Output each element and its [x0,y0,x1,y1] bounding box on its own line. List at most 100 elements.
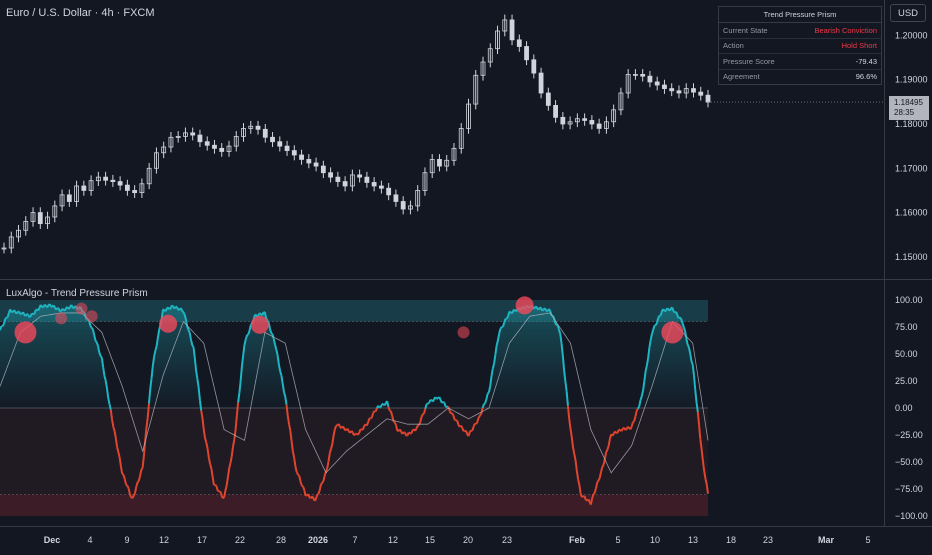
pressure-line [206,443,207,449]
indicator-axis[interactable]: 100.0075.0050.0025.000.00−25.00−50.00−75… [895,295,928,521]
pressure-line [500,327,501,329]
pressure-line [480,414,481,416]
pressure-line [409,432,410,433]
pressure-line [672,307,673,311]
pressure-line [681,319,682,323]
pressure-line [658,316,659,318]
pressure-line [288,416,289,424]
pressure-line [648,347,649,358]
pressure-line [549,309,550,311]
indicator-title[interactable]: LuxAlgo - Trend Pressure Prism [6,288,148,299]
pressure-line [421,414,422,417]
dashboard-value: Bearish Conviction [814,26,877,35]
pressure-line [224,491,225,498]
indicator-pane[interactable] [0,296,708,516]
pressure-line [444,403,445,407]
candle-body [590,120,594,124]
pressure-line [140,470,141,476]
pressure-line [385,403,386,405]
pressure-line [634,417,635,421]
indicator-axis-label: 50.00 [895,349,918,359]
time-axis-label: 23 [502,535,512,545]
pressure-line [202,418,203,429]
pressure-line [99,353,100,356]
indicator-axis-label: −25.00 [895,430,923,440]
pressure-line [596,483,597,489]
pressure-line [371,418,372,419]
pressure-line [499,329,500,334]
price-axis-label: 1.18000 [895,119,928,129]
pressure-line [601,467,602,472]
pressure-line [562,344,563,356]
candle-body [699,92,703,95]
pressure-line [250,325,251,331]
bear-field [0,408,708,494]
time-axis-label: 15 [425,535,435,545]
indicator-axis-label: 25.00 [895,376,918,386]
candle-body [532,60,536,73]
time-axis-label: 17 [197,535,207,545]
time-axis-label: 20 [463,535,473,545]
pressure-line [292,441,293,451]
candle-body [205,142,209,146]
candle-body [191,133,195,135]
pressure-line [246,335,247,339]
pressure-line [284,392,285,397]
pressure-line [134,493,135,495]
time-axis-label: 28 [276,535,286,545]
oversold-zone [0,494,708,516]
price-axis[interactable]: 1.200001.190001.180001.170001.160001.150… [895,30,928,261]
pressure-line [279,364,280,371]
pressure-line [450,410,451,413]
pressure-line [19,311,20,314]
dashboard-row-state: Current State Bearish Conviction [719,23,881,39]
pressure-line [289,424,290,431]
pressure-line [411,430,412,433]
pressure-line [285,397,286,405]
pressure-line [204,429,205,438]
pressure-line [274,339,275,345]
indicator-axis-label: −50.00 [895,457,923,467]
pressure-line [14,310,15,312]
price-axis-label: 1.20000 [895,30,928,40]
pressure-line [378,406,379,407]
pressure-line [152,366,153,378]
pressure-line [98,346,99,353]
candle-body [662,85,666,89]
pressure-line [329,453,330,461]
pressure-line [565,381,566,391]
candle-body [691,89,695,93]
candle-body [321,166,325,173]
time-axis-label: 5 [615,535,620,545]
pressure-line [418,425,419,426]
candle-body [256,126,260,129]
pressure-line [489,386,490,392]
candle-body [670,89,674,91]
pressure-line [130,494,131,497]
pressure-line [570,428,571,436]
pressure-line [354,434,355,435]
currency-button[interactable]: USD [890,4,926,22]
pressure-line [605,452,606,459]
pressure-line [582,496,583,497]
pressure-line [387,401,388,407]
pressure-line [290,431,291,442]
pressure-line [69,307,70,309]
pressure-line [200,400,201,410]
pressure-line [146,418,147,428]
symbol-title[interactable]: Euro / U.S. Dollar · 4h · FXCM [6,7,155,19]
pressure-line [607,446,608,450]
pressure-line [106,381,107,388]
indicator-axis-label: 100.00 [895,295,923,305]
pressure-line [138,481,139,482]
pressure-line [609,439,610,446]
pressure-line [233,440,234,447]
dashboard-table: Trend Pressure Prism Current State Beari… [718,6,882,85]
pressure-line [53,305,54,307]
pressure-line [593,493,594,494]
pressure-line [578,479,579,485]
pressure-line [621,429,622,431]
pressure-line [633,421,634,422]
